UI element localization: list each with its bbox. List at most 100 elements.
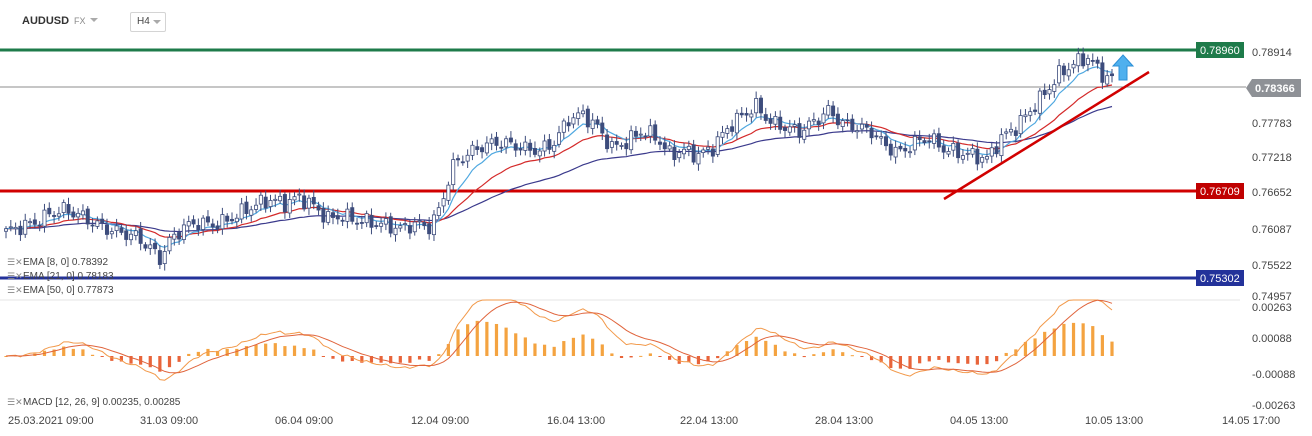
candle-body xyxy=(379,222,384,227)
candle xyxy=(619,142,624,150)
candle-body xyxy=(456,158,461,161)
indicator-settings-icon[interactable]: ☰✕ xyxy=(7,257,23,267)
candle-body xyxy=(210,223,215,228)
candle xyxy=(768,113,773,130)
candle xyxy=(239,197,244,224)
macd-bar xyxy=(610,353,614,356)
candle xyxy=(484,136,489,156)
candle xyxy=(129,228,134,246)
candle xyxy=(523,135,528,156)
macd-legend[interactable]: ☰✕MACD [12, 26, 9] 0.00235, 0.00285 xyxy=(7,397,180,408)
candle xyxy=(297,188,302,202)
candle-body xyxy=(153,242,158,250)
candle xyxy=(244,195,249,220)
lower-price-tag-text: 0.75302 xyxy=(1200,273,1240,285)
candle-body xyxy=(398,225,403,229)
macd-bar xyxy=(879,356,883,363)
ema8-legend[interactable]: ☰✕EMA [8, 0] 0.78392 xyxy=(7,256,108,268)
candle xyxy=(552,140,557,159)
ema21-legend[interactable]: ☰✕EMA [21, 0] 0.78183 xyxy=(7,270,114,282)
symbol-label[interactable]: AUDUSD xyxy=(22,15,70,27)
candle xyxy=(76,208,81,224)
macd-bar xyxy=(466,324,470,356)
indicator-settings-icon[interactable]: ☰✕ xyxy=(7,271,23,281)
candle-body xyxy=(489,138,494,144)
macd-bar xyxy=(994,356,999,362)
macd-bar xyxy=(215,350,220,356)
candle xyxy=(547,133,552,155)
candle xyxy=(715,131,720,158)
candle-body xyxy=(282,194,287,213)
candle-body xyxy=(90,224,95,227)
macd-bar xyxy=(1100,335,1104,356)
candle-body xyxy=(682,148,687,155)
candle xyxy=(172,227,177,246)
timeframe-dropdown[interactable]: H4 xyxy=(130,12,166,32)
x-tick-label: 04.05 13:00 xyxy=(950,415,1008,427)
x-tick-label: 14.05 17:00 xyxy=(1222,415,1280,427)
candle xyxy=(379,217,384,233)
candle xyxy=(581,104,586,118)
candle-body xyxy=(1061,65,1066,76)
candle xyxy=(220,207,225,235)
candle xyxy=(984,149,989,164)
indicator-settings-icon[interactable]: ☰✕ xyxy=(7,285,23,295)
candle xyxy=(826,99,831,119)
candle xyxy=(518,142,523,156)
ema50-legend[interactable]: ☰✕EMA [50, 0] 0.77873 xyxy=(7,284,114,296)
candle xyxy=(903,141,908,158)
candle-body xyxy=(504,138,509,148)
candle xyxy=(80,204,85,220)
x-tick-label: 31.03 09:00 xyxy=(140,415,198,427)
candle xyxy=(908,146,913,158)
candle-body xyxy=(417,220,422,223)
candle xyxy=(1090,53,1095,67)
market-chevron-down-icon[interactable] xyxy=(90,18,98,22)
candle-body xyxy=(109,231,114,235)
support-price-tag-bg xyxy=(1196,183,1244,199)
candle xyxy=(1004,128,1009,140)
candle xyxy=(316,201,321,216)
candle xyxy=(480,144,485,159)
candle xyxy=(52,211,57,224)
candle-body xyxy=(508,137,513,143)
candle-body xyxy=(956,142,961,159)
candle xyxy=(201,215,206,236)
ema21-legend-text: EMA [21, 0] 0.78183 xyxy=(23,271,114,282)
candle-body xyxy=(787,126,792,133)
macd-bar xyxy=(687,356,691,363)
candle-body xyxy=(936,133,941,148)
candle xyxy=(1081,47,1086,69)
candle xyxy=(532,141,537,158)
candle xyxy=(783,124,788,138)
candle-body xyxy=(1042,89,1047,96)
candle-body xyxy=(1110,73,1115,77)
candle-body xyxy=(720,131,725,138)
candle xyxy=(215,220,220,234)
candle xyxy=(763,107,768,124)
candle xyxy=(1071,59,1076,74)
candle-body xyxy=(624,143,629,150)
x-tick-label: 28.04 13:00 xyxy=(815,415,873,427)
candle xyxy=(561,118,566,139)
candle-body xyxy=(614,141,619,145)
indicator-settings-icon[interactable]: ☰✕ xyxy=(7,397,23,407)
candle xyxy=(311,190,316,210)
candle-body xyxy=(1033,109,1038,112)
candle xyxy=(754,91,759,118)
candle-body xyxy=(76,212,81,218)
candle-body xyxy=(557,132,562,145)
candle-body xyxy=(811,119,816,122)
candle-body xyxy=(869,128,874,139)
macd-bar xyxy=(600,344,604,356)
candle-body xyxy=(638,133,643,136)
macd-bar xyxy=(898,356,903,369)
candle-body xyxy=(932,133,937,144)
candle xyxy=(306,194,311,215)
candle-body xyxy=(311,196,316,205)
candle xyxy=(970,143,975,158)
candle-body xyxy=(888,143,893,156)
candle-body xyxy=(364,213,369,224)
candle xyxy=(494,131,499,151)
